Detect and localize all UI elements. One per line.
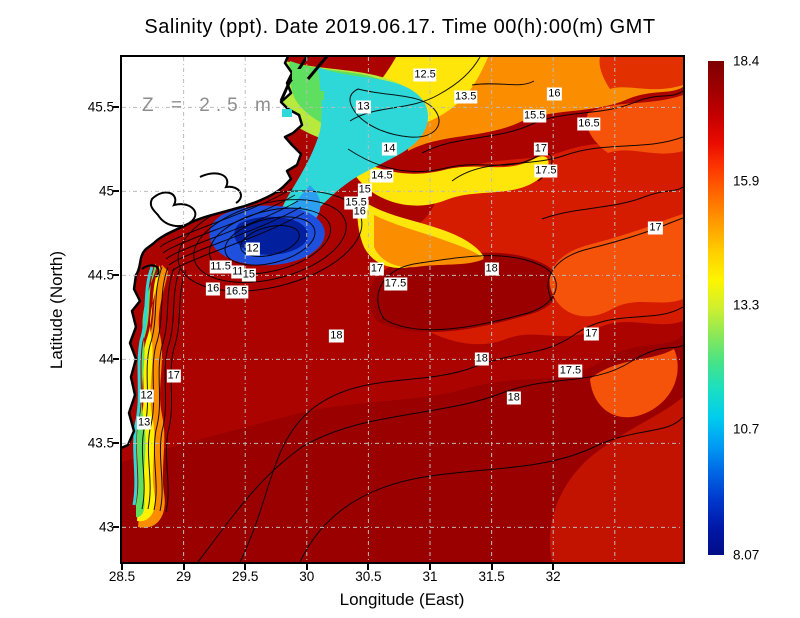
y-tick-mark bbox=[113, 358, 119, 361]
x-tick-mark bbox=[182, 564, 185, 570]
colorbar-tick-label: 8.07 bbox=[733, 547, 760, 563]
land bbox=[122, 57, 329, 450]
contour-label: 14 bbox=[382, 142, 397, 156]
x-tick-mark bbox=[367, 564, 370, 570]
top-corner-red-sliver bbox=[599, 57, 683, 90]
contour-label: 17.5 bbox=[534, 164, 558, 178]
contour-label: 13 bbox=[137, 416, 152, 430]
gridlines bbox=[122, 57, 683, 562]
contour-label: 12.5 bbox=[413, 68, 437, 82]
x-tick-label: 30.5 bbox=[355, 569, 382, 584]
y-tick-mark bbox=[113, 274, 119, 277]
nearshore-green-patch bbox=[292, 69, 305, 80]
contour-label: 18 bbox=[329, 329, 344, 343]
salinity-165-regions bbox=[549, 95, 683, 418]
y-tick-mark bbox=[113, 526, 119, 529]
y-tick-mark bbox=[113, 442, 119, 445]
contour-label: 16 bbox=[547, 87, 562, 101]
contour-label: 11.5 bbox=[209, 260, 232, 274]
contour-label: 15.5 bbox=[523, 109, 547, 123]
contour-label: 17.5 bbox=[383, 277, 408, 291]
x-tick-mark bbox=[121, 564, 123, 570]
contour-label: 14.5 bbox=[370, 169, 394, 183]
y-tick-label: 43 bbox=[98, 519, 114, 535]
y-tick-mark bbox=[113, 190, 119, 193]
colorbar-tick-label: 15.9 bbox=[733, 173, 760, 189]
colorbar-tick-label: 13.3 bbox=[733, 297, 760, 313]
y-tick-label: 45.5 bbox=[87, 99, 114, 115]
x-axis-label: Longitude (East) bbox=[339, 590, 465, 609]
contour-label: 17 bbox=[369, 262, 385, 276]
contour-label: 17 bbox=[584, 327, 599, 341]
plume-fringe-orange bbox=[374, 215, 484, 268]
contour-label: 13 bbox=[356, 100, 371, 114]
y-tick-label: 44 bbox=[98, 351, 114, 367]
colorbar-tick-label: 18.4 bbox=[733, 53, 760, 69]
y-axis-label: Latitude (North) bbox=[47, 250, 66, 370]
y-tick-label: 44.5 bbox=[87, 267, 114, 283]
y-tick-label: 43.5 bbox=[87, 435, 114, 451]
y-tick-label: 45 bbox=[98, 183, 114, 199]
salinity-field-map bbox=[122, 57, 683, 562]
salinity-175-bottom bbox=[549, 397, 683, 562]
contour-labels-layer: 12.5 13 13.5 16 15.5 16.5 14 17 17.5 14.5 15 15.5 16… bbox=[122, 57, 683, 562]
x-tick-label: 32 bbox=[545, 569, 561, 584]
x-tick-label: 31 bbox=[422, 569, 438, 584]
contour-label: 16 bbox=[352, 205, 367, 219]
contour-label: 18 bbox=[474, 352, 489, 366]
chart-title: Salinity (ppt). Date 2019.06.17. Time 00… bbox=[144, 16, 656, 38]
contour-label: 18 bbox=[506, 391, 521, 405]
contour-label: 18 bbox=[484, 262, 499, 276]
x-tick-mark bbox=[305, 564, 308, 570]
contour-label: 12 bbox=[245, 242, 260, 256]
contour-label: 15 bbox=[357, 183, 372, 197]
contour-label: 16.5 bbox=[224, 285, 249, 299]
colorbar-tick-label: 10.7 bbox=[733, 421, 760, 437]
contour-label: 17.5 bbox=[558, 364, 583, 378]
x-tick-mark bbox=[490, 564, 493, 570]
lagoon-outline-3 bbox=[141, 264, 160, 278]
contour-label: 16.5 bbox=[577, 117, 601, 131]
contour-label: 17 bbox=[648, 221, 663, 235]
nearshore-green-patch bbox=[313, 91, 324, 100]
plot-area: Z = 2.5 m 12.5 13 13.5 16 15.5 16.5 14 17 17.5 14… bbox=[120, 55, 685, 564]
colorbar bbox=[708, 61, 724, 555]
contour-label: 15 bbox=[241, 268, 257, 282]
nearshore-cyan-patch bbox=[282, 109, 292, 117]
contour-label: 17 bbox=[533, 142, 548, 156]
x-tick-mark bbox=[244, 564, 247, 570]
coastline-spit-2 bbox=[306, 57, 329, 80]
lagoon-outline bbox=[149, 191, 197, 228]
contour-lines bbox=[141, 57, 683, 562]
contour-label: 16 bbox=[206, 282, 221, 296]
x-tick-mark bbox=[429, 564, 431, 570]
x-tick-label: 29.5 bbox=[232, 569, 259, 584]
x-tick-label: 31.5 bbox=[478, 569, 505, 584]
x-tick-label: 28.5 bbox=[108, 569, 136, 584]
x-tick-mark bbox=[552, 564, 555, 570]
contour-label: 11 bbox=[231, 265, 245, 279]
contour-label: 13.5 bbox=[454, 90, 478, 104]
y-tick-mark bbox=[113, 106, 119, 109]
salinity-18-blob bbox=[368, 252, 561, 333]
contour-label: 12 bbox=[139, 389, 154, 403]
x-tick-label: 30 bbox=[299, 569, 315, 584]
depth-annotation: Z = 2.5 m bbox=[142, 95, 277, 116]
lagoon-outline-2 bbox=[199, 172, 242, 204]
x-tick-label: 29 bbox=[176, 569, 192, 584]
contour-label: 17 bbox=[166, 369, 181, 383]
